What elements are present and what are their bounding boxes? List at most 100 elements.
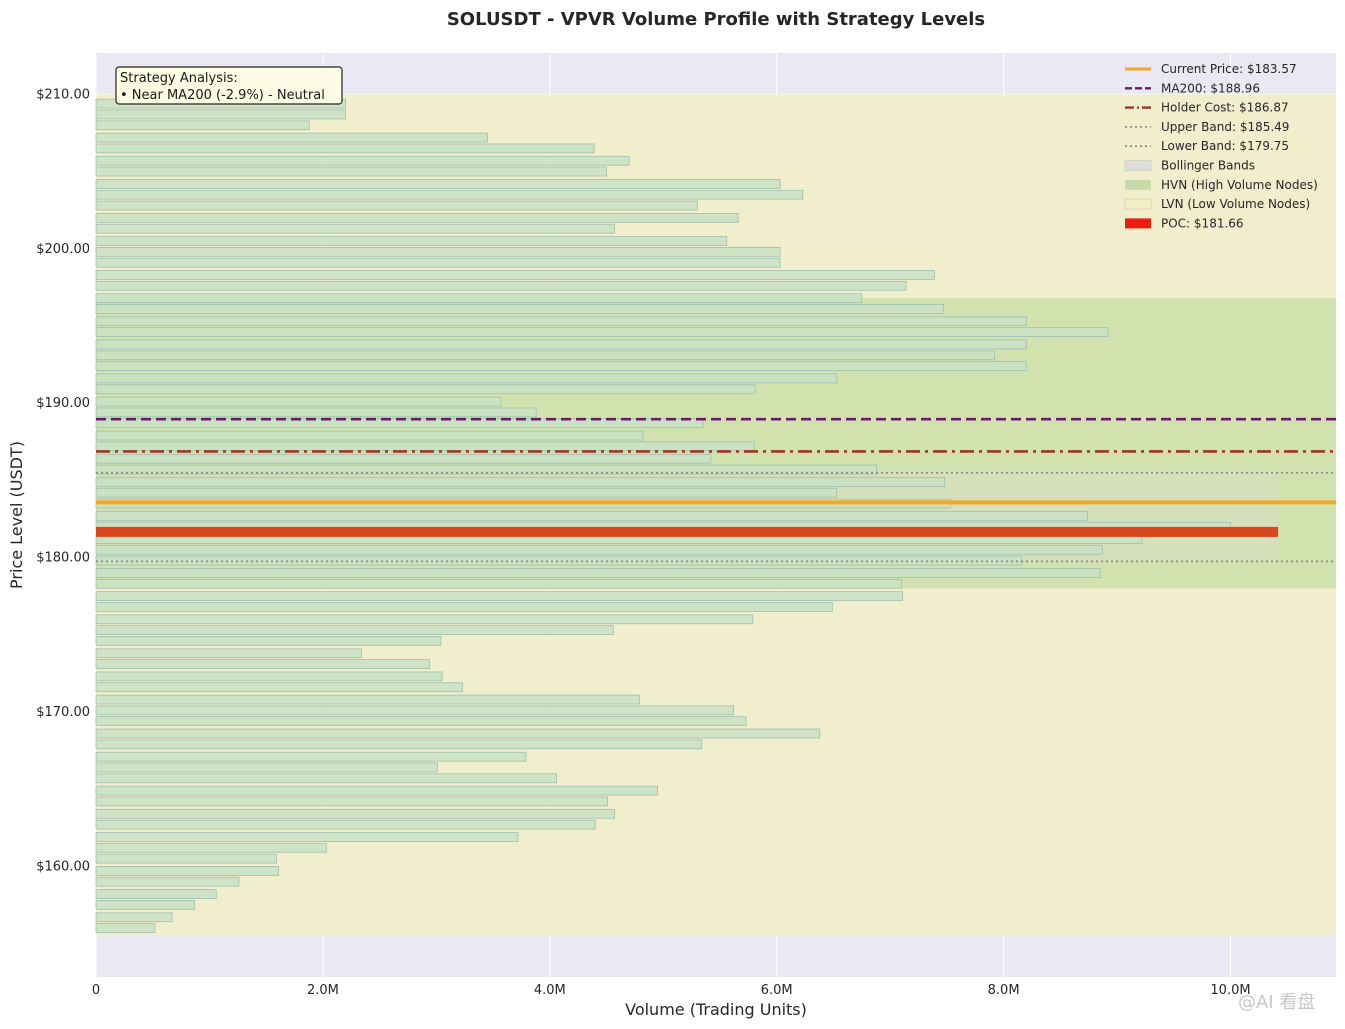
legend-label: Current Price: $183.57 xyxy=(1161,62,1297,76)
volume-bar xyxy=(95,751,527,762)
volume-bar xyxy=(95,544,1103,555)
volume-bar xyxy=(95,257,781,268)
legend-label: Lower Band: $179.75 xyxy=(1161,139,1289,153)
volume-bar xyxy=(95,578,902,589)
y-tick-label: $210.00 xyxy=(36,87,90,102)
y-tick-label: $180.00 xyxy=(36,551,90,566)
volume-bar xyxy=(95,430,644,441)
volume-bar xyxy=(95,453,712,464)
volume-bar xyxy=(95,568,1101,578)
legend-label: Upper Band: $185.49 xyxy=(1161,120,1289,134)
legend-item: LVN (Low Volume Nodes) xyxy=(1124,197,1310,211)
volume-bar xyxy=(95,796,609,807)
y-tick-label: $190.00 xyxy=(36,396,90,411)
volume-bar xyxy=(95,361,1027,371)
volume-bar xyxy=(95,602,833,612)
watermark: @AI 看盘 xyxy=(1238,992,1315,1013)
volume-bar xyxy=(95,625,614,635)
volume-bars xyxy=(95,98,1231,933)
x-axis-label: Volume (Trading Units) xyxy=(625,1000,807,1019)
volume-bar xyxy=(95,280,907,291)
legend-swatch xyxy=(1125,218,1151,229)
volume-bar xyxy=(95,694,640,705)
legend-item: Lower Band: $179.75 xyxy=(1125,139,1289,153)
volume-bar xyxy=(95,477,946,487)
x-tick-labels: 0 2.0M 4.0M 6.0M 8.0M 10.0M xyxy=(92,983,1251,998)
volume-bar xyxy=(95,739,703,750)
poc-bar xyxy=(96,526,1279,537)
volume-bar xyxy=(95,223,615,234)
analysis-title: Strategy Analysis: xyxy=(120,71,238,86)
x-tick-label: 10.0M xyxy=(1210,983,1250,998)
legend-item: POC: $181.66 xyxy=(1125,216,1244,230)
analysis-line-1: • Near MA200 (-2.9%) - Neutral xyxy=(120,88,325,103)
volume-bar xyxy=(95,728,821,739)
legend-swatch xyxy=(1124,160,1152,171)
volume-bar xyxy=(95,889,217,899)
volume-bar xyxy=(95,179,781,189)
volume-bar xyxy=(95,808,615,819)
volume-bar xyxy=(95,350,995,361)
volume-bar xyxy=(95,912,173,923)
volume-bar xyxy=(95,900,196,910)
y-axis-label: Price Level (USDT) xyxy=(7,441,26,589)
y-tick-label: $200.00 xyxy=(36,242,90,257)
legend-swatch xyxy=(1125,179,1151,190)
volume-bar xyxy=(95,464,877,475)
volume-bar xyxy=(95,866,280,876)
volume-bar xyxy=(95,648,362,659)
legend-item: Upper Band: $185.49 xyxy=(1125,120,1289,134)
volume-bar xyxy=(95,407,537,418)
volume-bar xyxy=(95,923,156,933)
volume-bar xyxy=(95,200,698,211)
volume-bar xyxy=(95,441,755,452)
volume-bar xyxy=(95,155,630,166)
y-tick-label: $160.00 xyxy=(36,859,90,874)
volume-bar xyxy=(95,487,838,498)
volume-bar xyxy=(95,109,346,120)
chart-title: SOLUSDT - VPVR Volume Profile with Strat… xyxy=(447,9,985,30)
x-tick-label: 2.0M xyxy=(307,983,339,998)
volume-bar xyxy=(95,270,935,280)
volume-bar xyxy=(95,705,734,716)
volume-bar xyxy=(95,842,327,853)
legend-label: LVN (Low Volume Nodes) xyxy=(1161,197,1310,211)
legend-swatch xyxy=(1124,198,1152,210)
volume-bar xyxy=(95,246,781,257)
legend-item: Holder Cost: $186.87 xyxy=(1125,101,1289,115)
volume-bar xyxy=(95,339,1027,350)
volume-bar xyxy=(95,819,596,830)
volume-bar xyxy=(95,396,502,407)
legend-label: HVN (High Volume Nodes) xyxy=(1161,178,1318,192)
volume-bar xyxy=(95,316,1027,327)
volume-bar xyxy=(95,636,442,646)
volume-bar xyxy=(95,143,595,154)
volume-bar xyxy=(95,384,756,395)
volume-bar xyxy=(95,189,804,200)
volume-bar xyxy=(95,682,463,693)
volume-bar xyxy=(95,785,658,796)
volume-bar xyxy=(95,876,240,887)
volume-bar xyxy=(95,132,488,143)
legend-item: Current Price: $183.57 xyxy=(1125,62,1297,76)
volume-bar xyxy=(95,327,1109,337)
x-tick-label: 4.0M xyxy=(534,983,566,998)
volume-bar xyxy=(95,853,277,864)
x-tick-label: 0 xyxy=(92,983,100,998)
legend-item: MA200: $188.96 xyxy=(1125,81,1260,95)
volume-bar xyxy=(95,293,863,304)
volume-bar xyxy=(95,373,838,384)
legend: Current Price: $183.57 MA200: $188.96 Hold… xyxy=(1124,62,1318,230)
volume-bar xyxy=(95,120,310,131)
x-tick-label: 8.0M xyxy=(988,983,1020,998)
volume-bar xyxy=(95,213,739,223)
legend-item: HVN (High Volume Nodes) xyxy=(1125,178,1318,192)
strategy-analysis-box: Strategy Analysis: • Near MA200 (-2.9%) … xyxy=(115,66,343,105)
legend-item: Bollinger Bands xyxy=(1124,159,1255,173)
legend-label: Bollinger Bands xyxy=(1161,159,1255,173)
volume-bar xyxy=(95,304,944,314)
legend-label: Holder Cost: $186.87 xyxy=(1161,101,1289,115)
x-tick-label: 6.0M xyxy=(761,983,793,998)
volume-bar xyxy=(95,773,558,784)
